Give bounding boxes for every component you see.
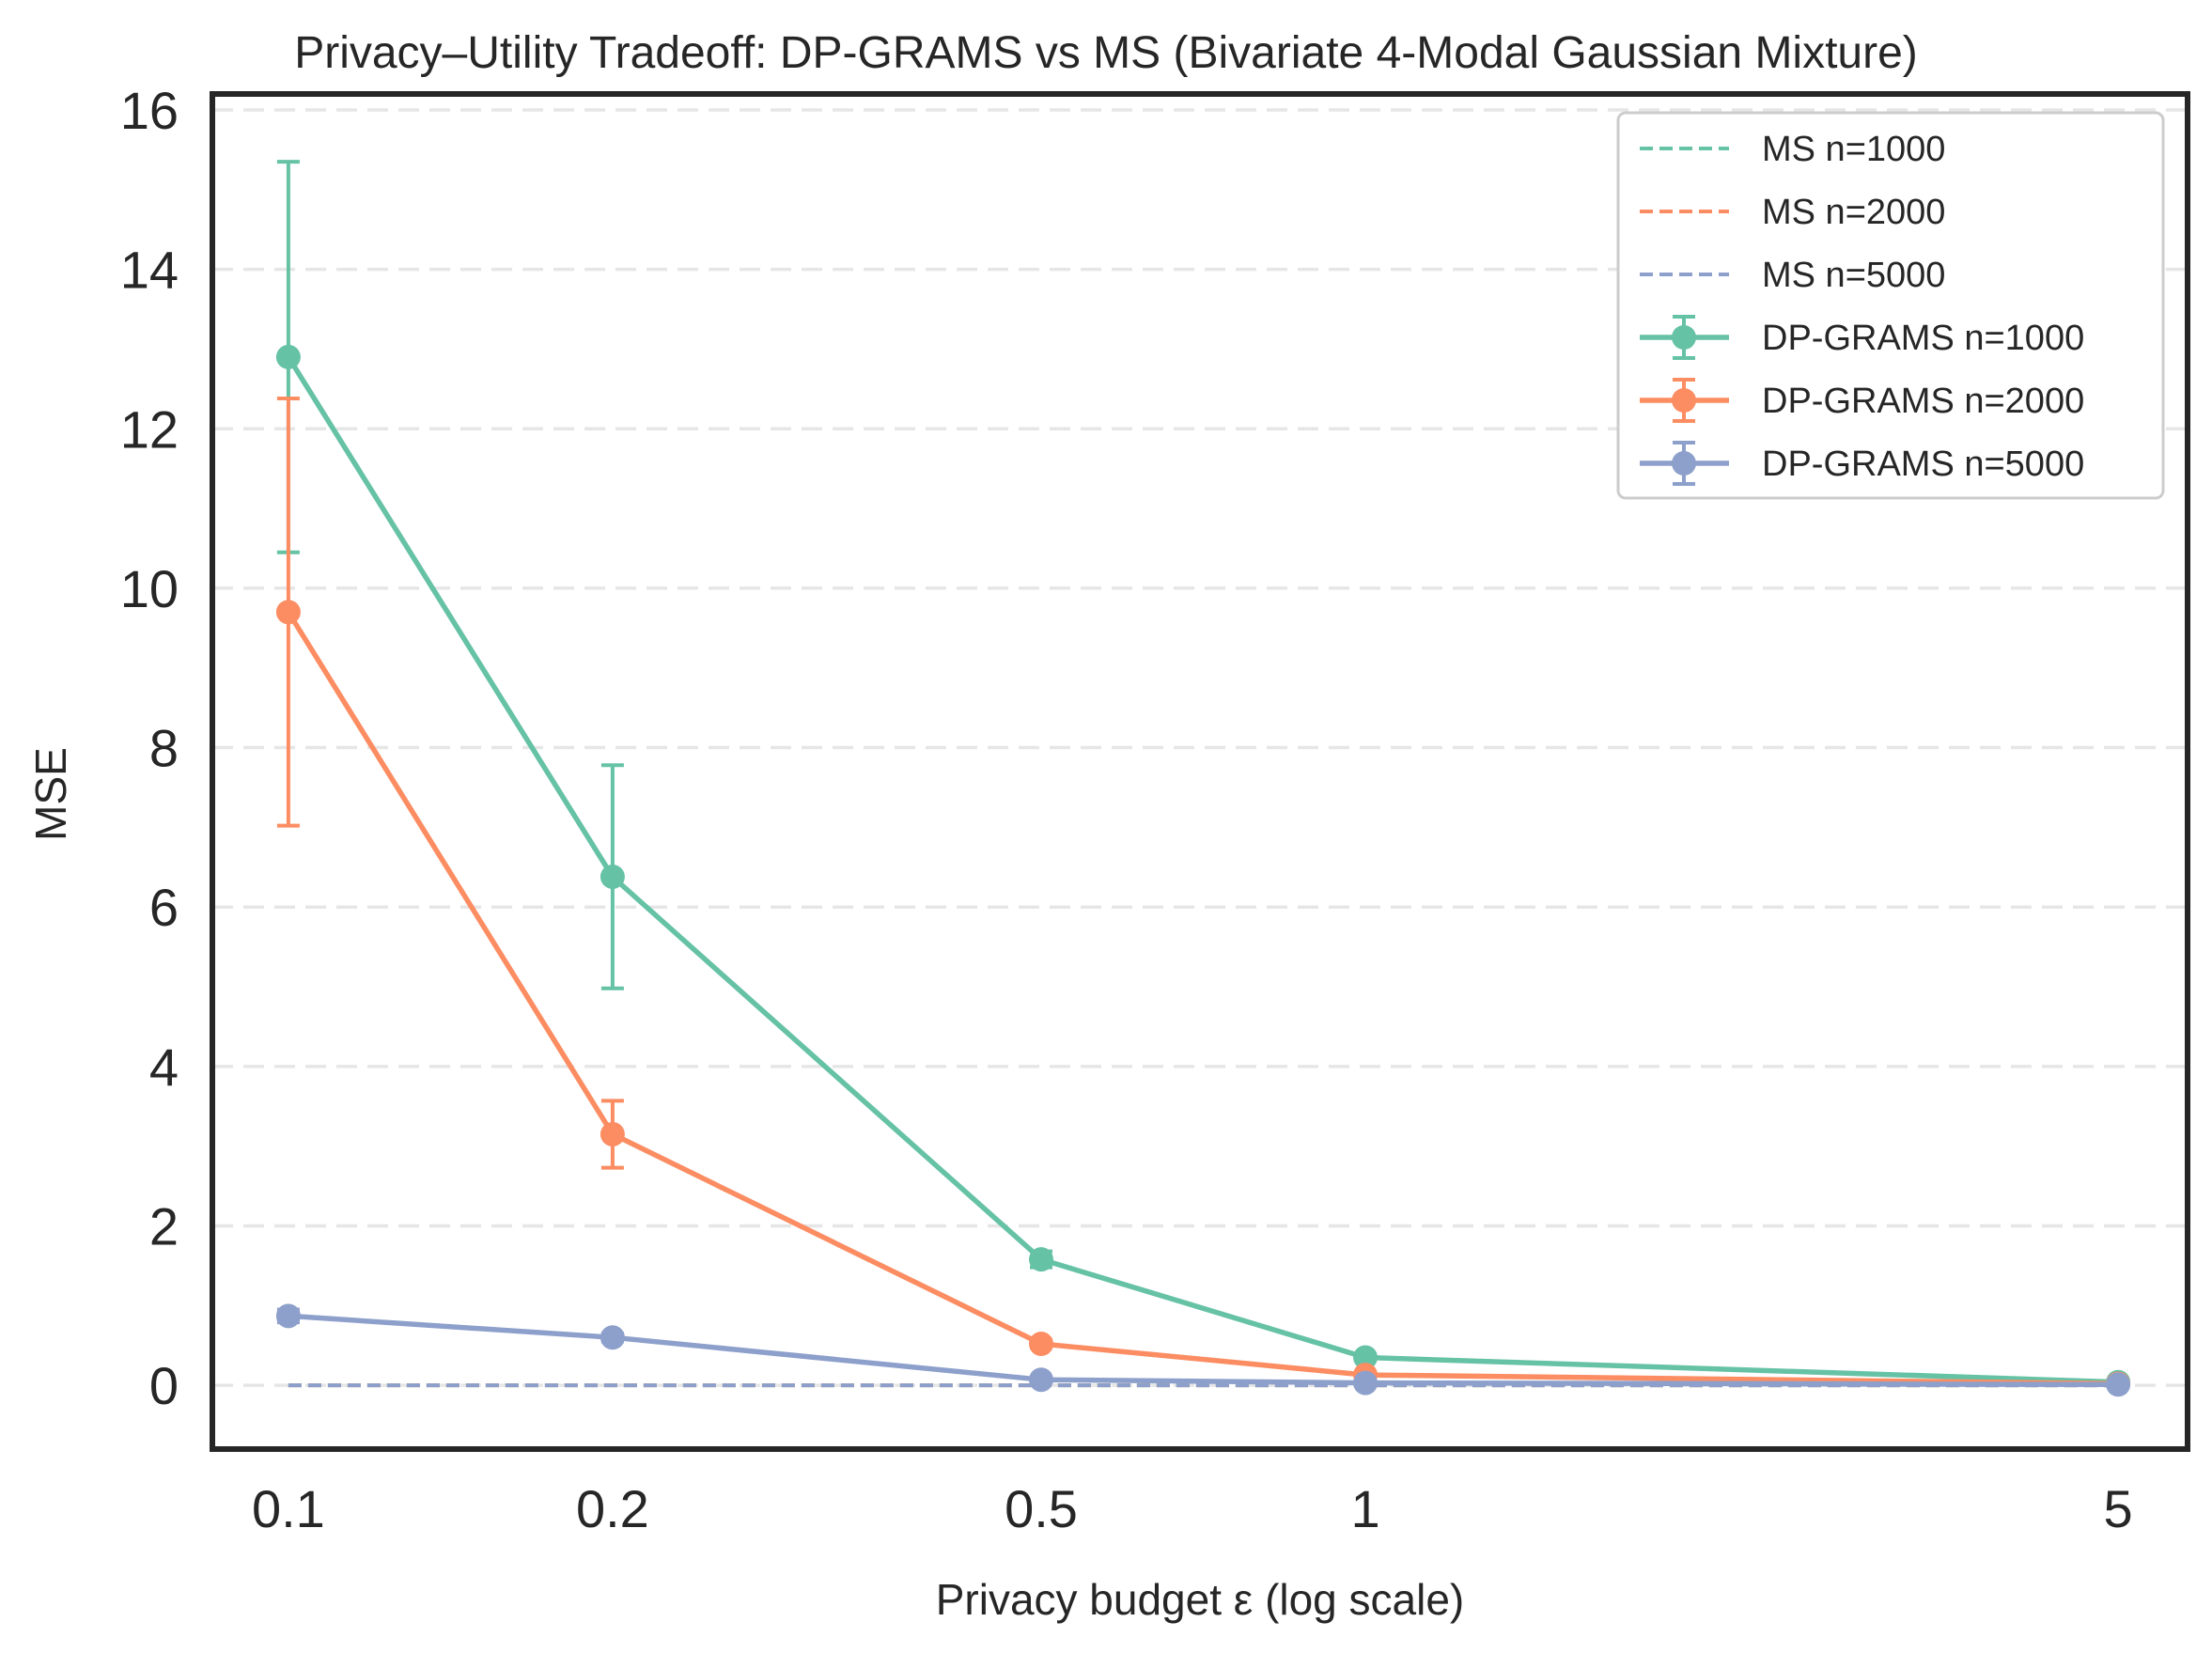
plot-frame	[210, 91, 2190, 1452]
data-point	[600, 1325, 625, 1350]
dp-series-line	[286, 355, 2119, 1385]
y-axis-label: MSE	[26, 747, 75, 841]
data-point	[1029, 1332, 1054, 1357]
x-axis-label: Privacy budget ε (log scale)	[936, 1575, 1465, 1624]
legend-items: MS n=1000 MS n=2000 MS n=5000 DP-GRAMS n=10…	[1640, 130, 2084, 486]
dp-series-group	[275, 1303, 2131, 1397]
legend-label: DP-GRAMS n=2000	[1762, 382, 2084, 421]
data-point	[2106, 1372, 2131, 1397]
data-point	[1353, 1345, 1379, 1370]
legend-marker	[1672, 388, 1696, 413]
y-tick-label: 4	[149, 1037, 179, 1097]
y-tick-label: 16	[120, 81, 179, 140]
x-tick-label: 0.1	[252, 1479, 325, 1538]
legend-label: MS n=5000	[1762, 256, 1945, 295]
legend-box	[1616, 111, 2165, 500]
chart-title: Privacy–Utility Tradeoff: DP-GRAMS vs MS…	[294, 28, 1918, 78]
y-tick-labels: 0 2 4 6 8 10 12 14 16	[120, 81, 179, 1415]
legend-label: MS n=2000	[1762, 193, 1945, 232]
data-point	[275, 1303, 301, 1329]
legend-label: DP-GRAMS n=5000	[1762, 444, 2084, 484]
x-tick-label: 0.2	[576, 1479, 649, 1538]
x-tick-label: 1	[1350, 1479, 1379, 1538]
legend-marker	[1672, 451, 1696, 476]
y-tick-label: 0	[149, 1356, 179, 1415]
x-tick-label: 5	[2104, 1479, 2133, 1538]
data-point	[1029, 1247, 1054, 1272]
x-tick-label: 0.5	[1005, 1479, 1078, 1538]
y-tick-label: 12	[120, 399, 179, 459]
data-point	[600, 864, 625, 889]
x-tick-labels: 0.1 0.2 0.5 1 5	[252, 1479, 2133, 1538]
data-point	[1029, 1367, 1054, 1393]
y-tick-label: 14	[120, 241, 179, 300]
y-tick-label: 10	[120, 559, 179, 618]
legend-label: MS n=1000	[1762, 130, 1945, 169]
dp-series-layer	[275, 160, 2131, 1397]
y-tick-label: 8	[149, 719, 179, 778]
legend: MS n=1000 MS n=2000 MS n=5000 DP-GRAMS n=10…	[1616, 111, 2165, 500]
legend-label: DP-GRAMS n=1000	[1762, 319, 2084, 358]
data-point	[275, 344, 301, 369]
y-tick-label: 2	[149, 1196, 179, 1255]
data-point	[1353, 1370, 1379, 1396]
dp-series-group	[275, 160, 2131, 1395]
y-tick-label: 6	[149, 878, 179, 937]
legend-marker	[1672, 325, 1696, 350]
dp-series-line	[286, 610, 2119, 1387]
data-point	[600, 1121, 625, 1146]
dp-series-group	[275, 397, 2131, 1396]
data-point	[275, 600, 301, 625]
